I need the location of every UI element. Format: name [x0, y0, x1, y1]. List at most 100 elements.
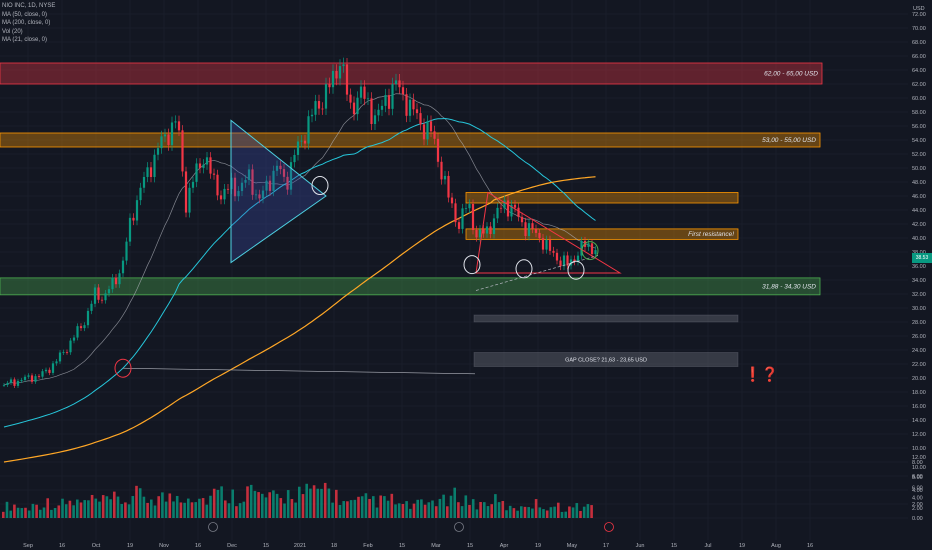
volume-bar	[109, 499, 112, 518]
volume-bar	[453, 487, 456, 518]
candle-body	[534, 228, 538, 233]
volume-bar	[64, 504, 68, 518]
volume-bar	[138, 488, 142, 518]
volume-bar	[553, 506, 556, 518]
volume-bar	[224, 500, 227, 518]
candle-body	[41, 371, 44, 377]
price-tick-label: 56.00	[912, 124, 926, 130]
candle-body	[58, 352, 62, 362]
zone-label: First resistance!	[688, 231, 734, 238]
candle-body	[555, 252, 559, 261]
candle-body	[69, 340, 72, 353]
candle-body	[30, 375, 34, 382]
candle-body	[457, 222, 461, 229]
candle-body	[545, 239, 548, 250]
candle-body	[524, 222, 527, 237]
ma21-label[interactable]: MA (21, close, 0)	[2, 37, 48, 44]
volume-bar	[120, 504, 123, 518]
vol-label[interactable]: Vol (20)	[2, 28, 23, 35]
volume-tick-label: 10.00	[912, 465, 926, 471]
volume-bar	[283, 503, 286, 518]
drawings	[114, 119, 622, 532]
earnings-marker	[454, 522, 464, 532]
volume-bar	[446, 506, 449, 518]
time-tick-label: 19	[127, 543, 133, 549]
candle-body	[247, 169, 251, 180]
candle-body	[464, 208, 468, 210]
candle-body	[142, 176, 146, 188]
volume-bar	[175, 495, 179, 518]
candle-body	[492, 218, 496, 235]
current-price-badge: 38.53	[912, 253, 932, 263]
volume-bar	[242, 501, 246, 518]
price-tick-label: 64.00	[912, 68, 926, 74]
candle-body	[139, 187, 142, 201]
candle-body	[391, 84, 394, 109]
symbol-label[interactable]: NIO INC, 1D, NYSE	[2, 3, 56, 9]
candle-body	[65, 352, 69, 353]
candle-body	[125, 241, 128, 261]
volume-bar	[146, 502, 149, 518]
candle-body	[363, 86, 366, 99]
volume-bar	[35, 504, 38, 518]
triangle-pattern	[230, 119, 327, 264]
volume-bar	[113, 491, 116, 518]
volume-bar	[375, 507, 379, 518]
price-tick-label: 40.00	[912, 236, 926, 242]
price-zone	[0, 132, 821, 148]
candle-body	[352, 102, 356, 115]
candle-body	[485, 226, 489, 234]
volume-bar	[94, 498, 98, 518]
candle-body	[541, 238, 545, 250]
volume-bar	[512, 508, 516, 518]
candle-body	[426, 121, 429, 140]
volume-bar	[235, 506, 238, 518]
marker-circle	[114, 358, 132, 378]
volume-bar	[279, 498, 283, 518]
candle-body	[387, 95, 391, 109]
candle-body	[405, 94, 408, 116]
volume-bar	[305, 483, 308, 518]
candle-body	[482, 229, 485, 234]
volume-bar	[379, 495, 382, 518]
candle-body	[181, 130, 184, 172]
volume-bar	[579, 511, 582, 518]
candle-body	[527, 223, 531, 237]
candle-body	[128, 217, 132, 242]
marker-circle	[567, 260, 585, 280]
volume-bar	[50, 509, 53, 518]
volume-bar	[124, 502, 127, 518]
volume-bar	[538, 507, 542, 518]
volume-bar	[346, 501, 349, 518]
candle-body	[450, 197, 454, 204]
candle-body	[468, 203, 471, 209]
candle-body	[506, 200, 510, 217]
candle-body	[156, 148, 160, 155]
ma50-label[interactable]: MA (50, close, 0)	[2, 11, 48, 18]
candle-body	[580, 240, 583, 256]
ma200-label[interactable]: MA (200, close, 0)	[2, 20, 51, 27]
volume-bar	[183, 502, 186, 518]
volume-bar	[161, 492, 164, 518]
volume-bar	[475, 509, 479, 518]
candle-body	[461, 208, 464, 229]
price-tick-label: 10.00	[912, 446, 926, 452]
candle-body	[394, 80, 398, 85]
price-tick-label: 46.00	[912, 194, 926, 200]
volume-bar	[157, 496, 160, 518]
candle-body	[177, 121, 181, 131]
time-tick-label: 18	[331, 543, 337, 549]
candle-body	[16, 380, 20, 386]
price-tick-label: 12.00	[912, 432, 926, 438]
candle-body	[209, 157, 212, 174]
volume-bar	[39, 509, 42, 518]
price-zone	[0, 277, 821, 296]
volume-bar	[216, 489, 220, 518]
volume-bar	[323, 482, 327, 518]
volume-bar	[268, 492, 271, 518]
candle-body	[398, 80, 401, 88]
candle-body	[268, 180, 272, 191]
candle-body	[254, 194, 258, 196]
volume-bar	[349, 500, 353, 518]
